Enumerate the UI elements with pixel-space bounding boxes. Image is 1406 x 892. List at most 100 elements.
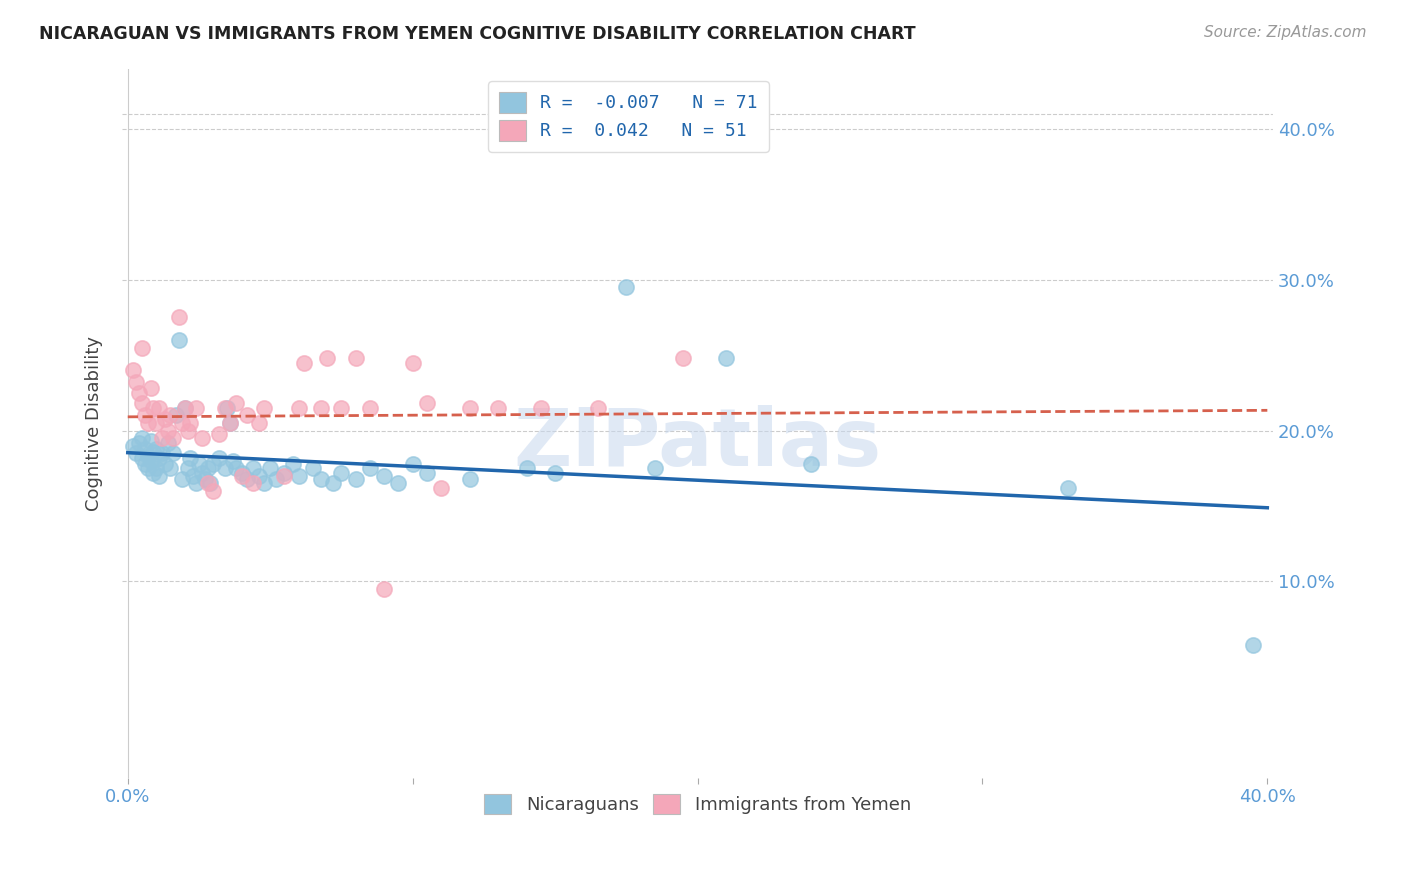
- Point: [281, 457, 304, 471]
- Point: [184, 401, 207, 415]
- Point: [311, 401, 333, 415]
- Point: [373, 468, 395, 483]
- Point: [217, 401, 239, 415]
- Point: [153, 457, 176, 471]
- Point: [236, 472, 259, 486]
- Point: [242, 476, 264, 491]
- Point: [202, 457, 225, 471]
- Point: [344, 351, 367, 366]
- Point: [322, 476, 344, 491]
- Point: [139, 381, 162, 395]
- Point: [156, 435, 179, 450]
- Point: [302, 461, 325, 475]
- Point: [145, 442, 167, 456]
- Point: [179, 416, 201, 430]
- Point: [287, 401, 309, 415]
- Point: [188, 457, 211, 471]
- Point: [800, 457, 823, 471]
- Legend: Nicaraguans, Immigrants from Yemen: Nicaraguans, Immigrants from Yemen: [474, 783, 922, 825]
- Point: [264, 472, 287, 486]
- Point: [316, 351, 339, 366]
- Point: [165, 409, 187, 423]
- Point: [273, 468, 295, 483]
- Point: [128, 385, 150, 400]
- Point: [134, 457, 156, 471]
- Point: [672, 351, 695, 366]
- Point: [167, 310, 190, 325]
- Point: [486, 401, 509, 415]
- Point: [644, 461, 666, 475]
- Point: [1241, 638, 1264, 652]
- Point: [236, 409, 259, 423]
- Point: [214, 401, 236, 415]
- Point: [139, 454, 162, 468]
- Point: [162, 431, 184, 445]
- Text: Source: ZipAtlas.com: Source: ZipAtlas.com: [1204, 25, 1367, 40]
- Point: [373, 582, 395, 596]
- Point: [247, 416, 270, 430]
- Text: NICARAGUAN VS IMMIGRANTS FROM YEMEN COGNITIVE DISABILITY CORRELATION CHART: NICARAGUAN VS IMMIGRANTS FROM YEMEN COGN…: [39, 25, 915, 43]
- Point: [197, 461, 219, 475]
- Point: [430, 481, 453, 495]
- Point: [131, 450, 153, 465]
- Point: [225, 461, 247, 475]
- Point: [516, 461, 538, 475]
- Point: [142, 466, 165, 480]
- Point: [142, 401, 165, 415]
- Point: [219, 416, 242, 430]
- Point: [122, 363, 145, 377]
- Point: [179, 450, 201, 465]
- Point: [197, 476, 219, 491]
- Point: [544, 466, 567, 480]
- Point: [242, 461, 264, 475]
- Point: [128, 435, 150, 450]
- Point: [387, 476, 409, 491]
- Point: [401, 356, 423, 370]
- Point: [150, 446, 173, 460]
- Point: [134, 409, 156, 423]
- Point: [458, 472, 481, 486]
- Point: [167, 333, 190, 347]
- Point: [184, 476, 207, 491]
- Point: [148, 468, 170, 483]
- Point: [208, 450, 231, 465]
- Point: [401, 457, 423, 471]
- Point: [122, 439, 145, 453]
- Point: [176, 424, 198, 438]
- Point: [253, 476, 276, 491]
- Point: [416, 396, 439, 410]
- Point: [222, 454, 245, 468]
- Point: [208, 426, 231, 441]
- Point: [259, 461, 281, 475]
- Point: [247, 468, 270, 483]
- Point: [344, 472, 367, 486]
- Point: [330, 401, 353, 415]
- Point: [231, 468, 253, 483]
- Point: [136, 461, 159, 475]
- Point: [131, 396, 153, 410]
- Point: [458, 401, 481, 415]
- Point: [176, 461, 198, 475]
- Point: [202, 483, 225, 498]
- Point: [359, 401, 381, 415]
- Point: [219, 416, 242, 430]
- Point: [292, 356, 315, 370]
- Point: [145, 416, 167, 430]
- Point: [273, 466, 295, 480]
- Point: [131, 431, 153, 445]
- Point: [159, 409, 181, 423]
- Point: [134, 442, 156, 456]
- Point: [287, 468, 309, 483]
- Point: [148, 450, 170, 465]
- Point: [231, 466, 253, 480]
- Point: [311, 472, 333, 486]
- Point: [125, 446, 148, 460]
- Point: [153, 411, 176, 425]
- Point: [162, 446, 184, 460]
- Point: [170, 416, 193, 430]
- Y-axis label: Cognitive Disability: Cognitive Disability: [86, 335, 103, 510]
- Point: [1057, 481, 1080, 495]
- Point: [145, 461, 167, 475]
- Point: [225, 396, 247, 410]
- Point: [181, 468, 204, 483]
